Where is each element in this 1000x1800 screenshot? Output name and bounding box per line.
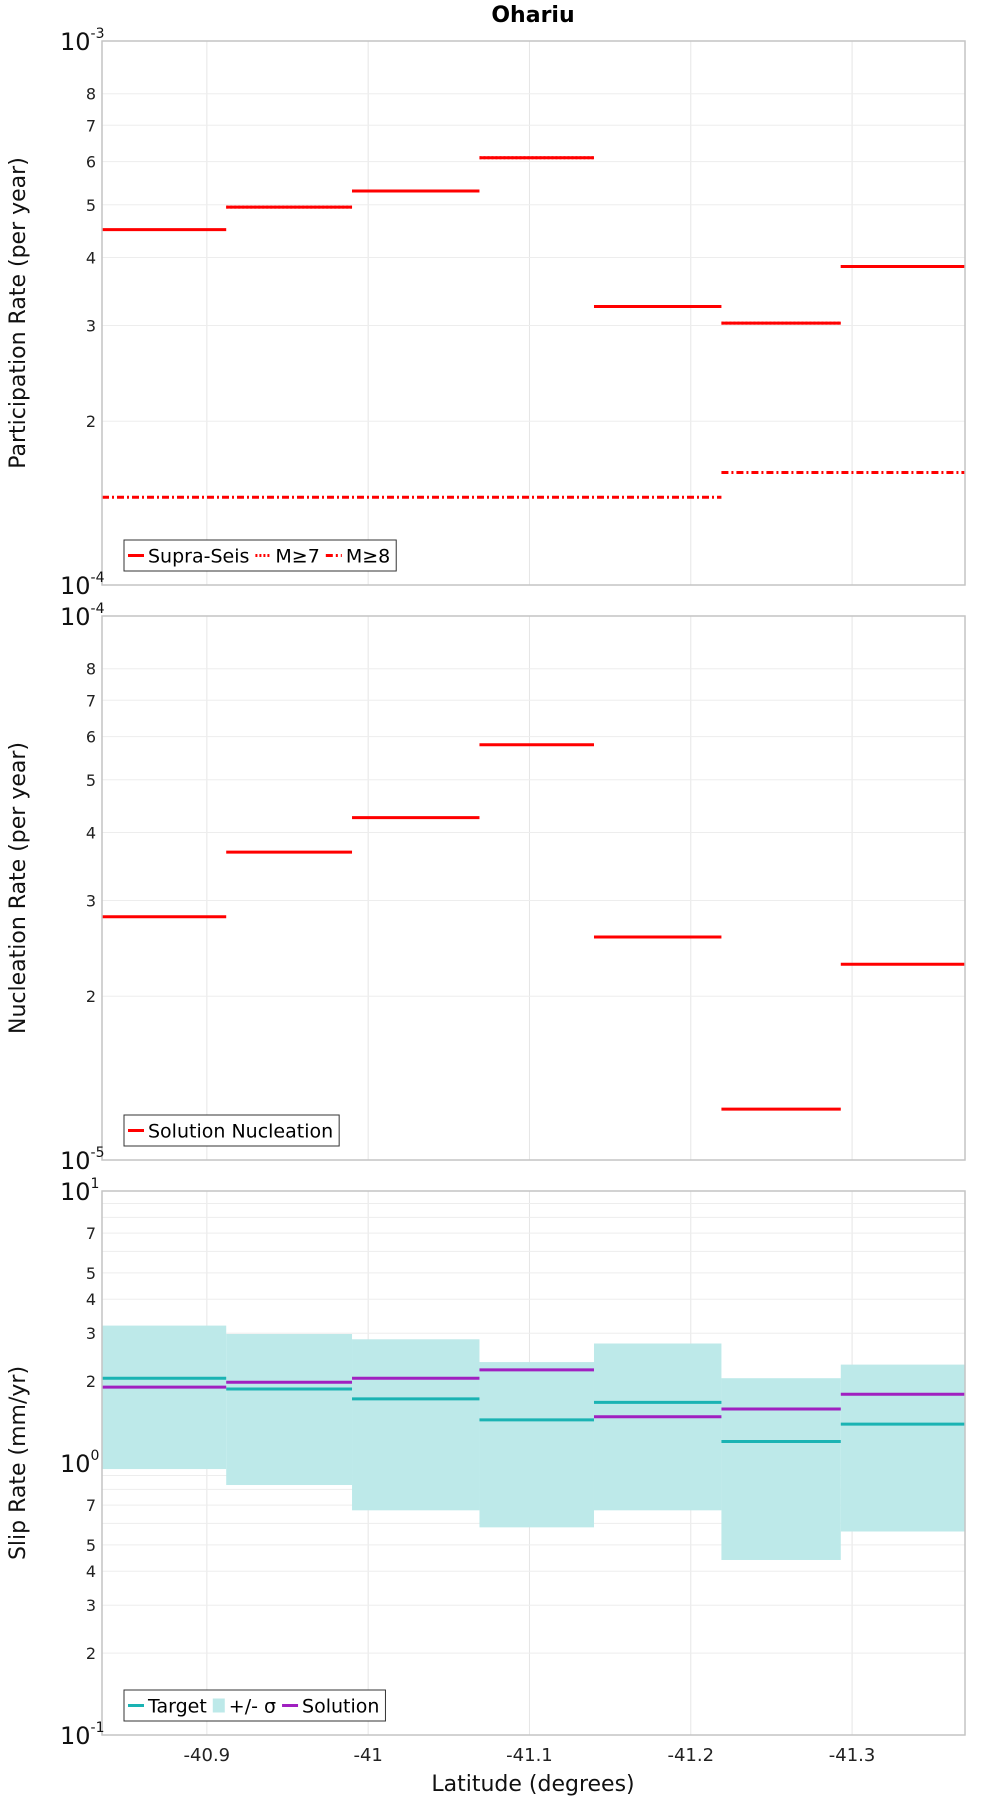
tick-base: 10 bbox=[60, 1450, 91, 1478]
band-segment bbox=[479, 1362, 594, 1528]
y-tick-label: 8 bbox=[86, 85, 96, 104]
y-tick-label: 2 bbox=[86, 987, 96, 1006]
y-major-tick-label: 100 bbox=[60, 1448, 99, 1478]
y-axis-title: Participation Rate (per year) bbox=[6, 157, 31, 469]
band-segment bbox=[593, 1343, 722, 1511]
tick-exponent: 0 bbox=[91, 1448, 100, 1464]
x-tick-label: -41 bbox=[353, 1745, 382, 1766]
y-tick-label: 5 bbox=[86, 771, 96, 790]
plot-frame bbox=[101, 1190, 966, 1736]
tick-base: 10 bbox=[60, 572, 91, 600]
x-tick-label: -40.9 bbox=[184, 1745, 231, 1766]
tick-exponent: -5 bbox=[91, 1145, 105, 1161]
y-tick-label: 5 bbox=[86, 196, 96, 215]
y-axis-title: Nucleation Rate (per year) bbox=[6, 742, 31, 1034]
tick-base: 10 bbox=[60, 1178, 91, 1206]
y-axis-title: Slip Rate (mm/yr) bbox=[6, 1366, 31, 1560]
y-tick-label: 5 bbox=[86, 1536, 96, 1555]
y-tick-label: 8 bbox=[86, 660, 96, 679]
tick-exponent: -3 bbox=[91, 26, 105, 42]
legend-label: Target bbox=[147, 1696, 207, 1718]
y-tick-label: 4 bbox=[86, 823, 96, 842]
y-tick-label: 6 bbox=[86, 728, 96, 747]
tick-base: 10 bbox=[60, 1147, 91, 1175]
band-segment bbox=[352, 1339, 480, 1511]
legend-box bbox=[123, 1689, 386, 1722]
y-tick-label: 7 bbox=[86, 691, 96, 710]
tick-exponent: -1 bbox=[91, 1720, 105, 1736]
tick-base: 10 bbox=[60, 1722, 91, 1750]
y-tick-label: 2 bbox=[86, 412, 96, 431]
y-tick-label: 4 bbox=[86, 1562, 96, 1581]
y-major-tick-label: 10-1 bbox=[60, 1720, 105, 1750]
tick-exponent: 1 bbox=[91, 1176, 100, 1192]
chart-title: Ohariu bbox=[491, 3, 574, 28]
y-major-tick-label: 10-4 bbox=[60, 601, 105, 631]
band-segment bbox=[840, 1364, 965, 1532]
band-segment bbox=[226, 1334, 353, 1486]
y-tick-label: 2 bbox=[86, 1372, 96, 1391]
legend: Target +/- σ Solution bbox=[123, 1689, 386, 1722]
y-tick-label: 5 bbox=[86, 1264, 96, 1283]
grid bbox=[102, 616, 965, 1160]
legend: Solution Nucleation bbox=[123, 1114, 340, 1147]
tick-base: 10 bbox=[60, 28, 91, 56]
legend: Supra-Seis M≥7 M≥8 bbox=[123, 539, 397, 572]
y-major-tick-label: 10-5 bbox=[60, 1145, 105, 1175]
y-major-tick-label: 10-3 bbox=[60, 26, 105, 56]
x-tick-label: -41.2 bbox=[667, 1745, 714, 1766]
y-tick-label: 4 bbox=[86, 1290, 96, 1309]
y-tick-label: 3 bbox=[86, 891, 96, 910]
x-axis: -40.9 -41 -41.1 -41.2 -41.3 bbox=[184, 1745, 876, 1766]
legend-label: M≥8 bbox=[346, 546, 390, 568]
plot-frame bbox=[101, 40, 966, 586]
y-tick-label: 2 bbox=[86, 1644, 96, 1663]
tick-exponent: -4 bbox=[91, 570, 105, 586]
x-tick-label: -41.1 bbox=[506, 1745, 553, 1766]
legend-box bbox=[123, 1114, 340, 1147]
x-axis-title: Latitude (degrees) bbox=[431, 1772, 634, 1797]
legend-label: +/- σ bbox=[229, 1696, 276, 1718]
y-tick-label: 7 bbox=[86, 1496, 96, 1515]
legend-label: Solution bbox=[302, 1696, 379, 1718]
band-segment bbox=[102, 1325, 227, 1470]
grid bbox=[102, 41, 965, 585]
y-tick-label: 3 bbox=[86, 1324, 96, 1343]
legend-label: Supra-Seis bbox=[148, 546, 249, 568]
y-tick-label: 3 bbox=[86, 1596, 96, 1615]
tick-base: 10 bbox=[60, 603, 91, 631]
plot-frame bbox=[101, 615, 966, 1161]
tick-exponent: -4 bbox=[91, 601, 105, 617]
band-segment bbox=[721, 1378, 841, 1560]
y-major-tick-label: 101 bbox=[60, 1176, 99, 1206]
y-major-tick-label: 10-4 bbox=[60, 570, 105, 600]
legend-label: M≥7 bbox=[275, 546, 319, 568]
y-tick-label: 3 bbox=[86, 316, 96, 335]
y-tick-label: 7 bbox=[86, 116, 96, 135]
y-tick-label: 7 bbox=[86, 1224, 96, 1243]
legend-swatch bbox=[212, 1698, 225, 1713]
x-tick-label: -41.3 bbox=[829, 1745, 876, 1766]
legend-label: Solution Nucleation bbox=[148, 1121, 333, 1143]
y-tick-label: 4 bbox=[86, 248, 96, 267]
y-tick-label: 6 bbox=[86, 153, 96, 172]
